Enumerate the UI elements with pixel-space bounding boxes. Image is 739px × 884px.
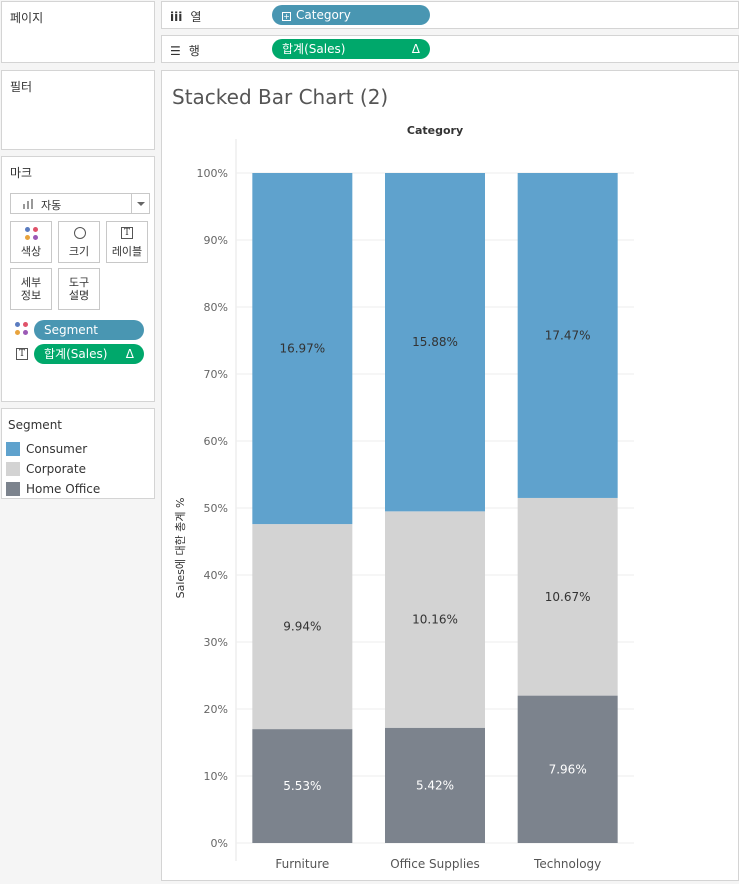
y-tick-label: 60% xyxy=(204,435,228,448)
x-category-label: Furniture xyxy=(275,857,329,871)
pages-title: 페이지 xyxy=(10,11,44,25)
legend-title: Segment xyxy=(8,418,62,432)
text-label-icon: T xyxy=(121,227,133,239)
data-label: 5.42% xyxy=(416,778,454,792)
bar-segment xyxy=(252,729,353,843)
x-category-label: Technology xyxy=(533,857,601,871)
data-label: 10.16% xyxy=(412,613,458,627)
data-label: 15.88% xyxy=(412,335,458,349)
stacked-bar-chart[interactable]: Category 0% 10% 20% 30% 40% 50% 60% 70% 80% 90% 100… xyxy=(162,71,738,880)
label-button[interactable]: T 레이블 xyxy=(106,221,148,263)
y-tick-label: 30% xyxy=(204,636,228,649)
size-icon xyxy=(74,227,86,239)
segment-legend: Segment Consumer Corporate Home Office xyxy=(1,408,155,499)
chevron-down-icon[interactable] xyxy=(131,194,149,213)
color-dots-icon xyxy=(25,227,39,241)
y-tick-label: 0% xyxy=(211,837,228,850)
y-tick-label: 80% xyxy=(204,301,228,314)
bar-segment xyxy=(385,173,485,512)
delta-icon: Δ xyxy=(125,347,134,361)
rows-shelf[interactable]: ☰ 행 합계(Sales) Δ xyxy=(161,35,739,63)
delta-icon: Δ xyxy=(411,42,420,56)
marks-title: 마크 xyxy=(10,166,33,180)
y-axis-label: Sales에 대한 총계 % xyxy=(174,498,187,599)
sales-label-pill[interactable]: 합계(Sales) Δ xyxy=(34,344,144,364)
columns-label: 열 xyxy=(190,10,202,24)
color-button[interactable]: 색상 xyxy=(10,221,52,263)
chart-title: Stacked Bar Chart (2) xyxy=(172,85,389,109)
bar-segment xyxy=(385,511,485,728)
y-tick-label: 90% xyxy=(204,234,228,247)
y-tick-label: 100% xyxy=(197,167,228,180)
y-tick-label: 20% xyxy=(204,703,228,716)
bar-segment xyxy=(252,524,353,730)
size-button[interactable]: 크기 xyxy=(58,221,100,263)
y-tick-label: 40% xyxy=(204,569,228,582)
color-encoding-icon xyxy=(15,322,31,338)
category-pill[interactable]: + Category xyxy=(272,5,430,25)
data-label: 7.96% xyxy=(549,762,587,776)
columns-shelf[interactable]: iii 열 + Category xyxy=(161,1,739,29)
visualization-area[interactable]: Stacked Bar Chart (2) Category 0% 10% 20% 30… xyxy=(161,70,739,881)
filters-title: 필터 xyxy=(10,80,33,94)
bar-segment xyxy=(517,173,618,498)
columns-icon: iii xyxy=(170,10,183,24)
column-header: Category xyxy=(407,124,463,137)
bar-segment xyxy=(385,727,485,843)
data-label: 5.53% xyxy=(283,779,321,793)
marks-card: 마크 자동 색상 크기 T 레이블 세부 정보 도구 설명 Segment T 합계… xyxy=(1,156,155,402)
legend-swatch xyxy=(6,442,20,456)
bar-chart-icon xyxy=(23,199,35,209)
expand-icon: + xyxy=(282,12,291,21)
bar-segment xyxy=(517,695,618,843)
y-tick-label: 10% xyxy=(204,770,228,783)
sales-sum-pill[interactable]: 합계(Sales) Δ xyxy=(272,39,430,59)
y-tick-label: 70% xyxy=(204,368,228,381)
mark-type-dropdown[interactable]: 자동 xyxy=(10,193,150,214)
y-tick-label: 50% xyxy=(204,502,228,515)
data-label: 9.94% xyxy=(283,620,321,634)
legend-swatch xyxy=(6,462,20,476)
pages-card[interactable]: 페이지 xyxy=(1,1,155,63)
legend-swatch xyxy=(6,482,20,496)
label-encoding-icon: T xyxy=(16,348,28,360)
data-label: 10.67% xyxy=(545,590,591,604)
detail-button[interactable]: 세부 정보 xyxy=(10,268,52,310)
bar-segment xyxy=(517,497,618,696)
data-label: 16.97% xyxy=(279,342,325,356)
segment-pill[interactable]: Segment xyxy=(34,320,144,340)
tooltip-button[interactable]: 도구 설명 xyxy=(58,268,100,310)
bar-segment xyxy=(252,173,353,525)
rows-icon: ☰ xyxy=(170,44,181,58)
x-category-label: Office Supplies xyxy=(390,857,480,871)
filters-card[interactable]: 필터 xyxy=(1,70,155,150)
rows-label: 행 xyxy=(188,44,200,58)
data-label: 17.47% xyxy=(545,328,591,342)
